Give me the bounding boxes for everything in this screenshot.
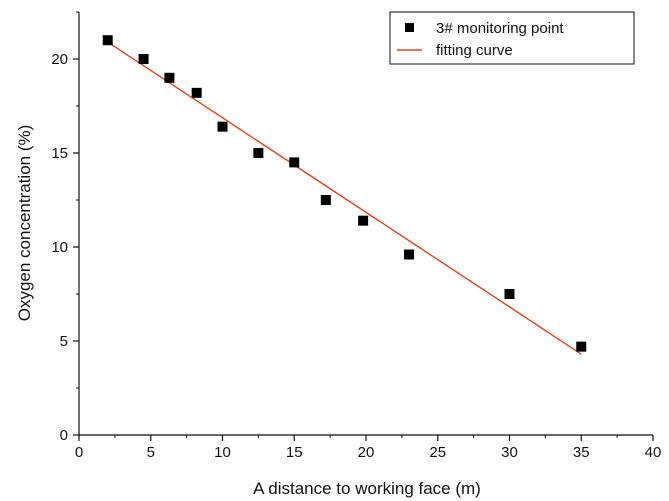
- data-point: [253, 148, 264, 158]
- y-axis-ticks: 0 5 10 15 20: [51, 11, 79, 444]
- chart-legend: 3# monitoring point fitting curve: [389, 11, 635, 65]
- x-tick-label: 0: [75, 444, 83, 461]
- x-axis-ticks: 0 5 10 15 20 25 30 35 40: [75, 435, 662, 461]
- y-tick-label: 20: [51, 51, 68, 68]
- data-point: [217, 121, 228, 132]
- data-point: [289, 157, 300, 168]
- x-tick-label: 35: [573, 444, 590, 461]
- data-point: [576, 341, 587, 352]
- x-tick-label: 10: [214, 444, 231, 461]
- legend-marker-square: [405, 23, 414, 32]
- x-tick-label: 5: [147, 444, 155, 461]
- data-point: [191, 87, 202, 98]
- series-layer: [102, 35, 587, 355]
- legend-box: [389, 11, 635, 65]
- y-axis-label: Oxygen concentration (%): [15, 125, 34, 322]
- data-point: [164, 72, 175, 83]
- data-point: [320, 195, 331, 205]
- x-tick-label: 30: [501, 444, 518, 461]
- data-point: [358, 215, 369, 226]
- x-tick-label: 20: [358, 444, 375, 461]
- legend-label-fitting-curve: fitting curve: [436, 42, 513, 59]
- y-tick-label: 15: [51, 145, 68, 162]
- data-point: [138, 54, 149, 64]
- y-tick-label: 0: [60, 427, 68, 444]
- data-point: [102, 35, 113, 46]
- x-tick-label: 25: [429, 444, 446, 461]
- y-tick-label: 5: [60, 333, 68, 350]
- legend-label-monitoring-point: 3# monitoring point: [436, 20, 564, 37]
- data-point: [504, 289, 515, 299]
- x-tick-label: 40: [645, 444, 662, 461]
- x-tick-label: 15: [286, 444, 303, 461]
- data-point: [404, 249, 415, 260]
- x-axis-label: A distance to working face (m): [253, 479, 481, 498]
- y-tick-label: 10: [51, 239, 68, 256]
- fitting-curve-line: [107, 41, 582, 355]
